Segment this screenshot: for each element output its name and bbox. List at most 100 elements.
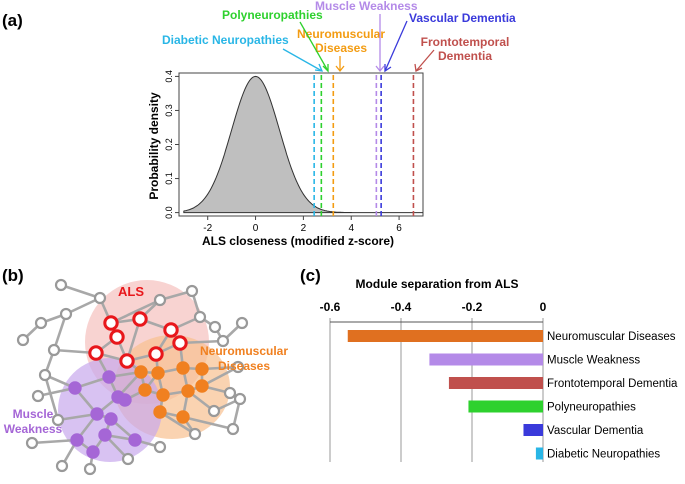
network-node xyxy=(121,452,135,466)
arrowhead-vascular-dementia xyxy=(384,64,392,73)
network-node xyxy=(233,392,247,406)
network-edge xyxy=(65,296,101,316)
label-neuromuscular-1: Neuromuscular xyxy=(297,27,385,41)
network-node-neuromuscular xyxy=(153,405,167,419)
network-node-als xyxy=(163,322,179,338)
category-label: Diabetic Neuropathies xyxy=(547,449,660,461)
network-node-muscle xyxy=(68,381,82,395)
bar-frontotemporal-dementia xyxy=(448,377,543,389)
network-node xyxy=(55,459,69,473)
label-polyneuropathies: Polyneuropathies xyxy=(222,8,323,22)
network-edge xyxy=(60,283,101,300)
arrow-polyneuropathies xyxy=(299,21,329,72)
category-label: Muscle Weakness xyxy=(547,355,640,367)
network-node-neuromuscular xyxy=(134,365,148,379)
network-edge xyxy=(110,298,161,325)
network-node xyxy=(54,278,68,292)
arrowhead-diabetic-neuropathies xyxy=(314,63,324,72)
network-label-muscle-1: Muscle xyxy=(13,407,54,421)
y-tick-label: 0.3 xyxy=(164,104,174,117)
panel-label-a: (a) xyxy=(2,11,23,30)
arrow-vascular-dementia xyxy=(384,20,408,72)
x-tick-label: 4 xyxy=(348,223,354,234)
label-muscle-weakness: Muscle Weakness xyxy=(315,0,418,13)
network-diagram: ALS Neuromuscular Diseases Muscle Weakne… xyxy=(4,278,288,476)
network-label-neuromuscular-1: Neuromuscular xyxy=(200,344,288,358)
bar-neuromuscular-diseases xyxy=(347,330,543,342)
network-node xyxy=(185,284,199,298)
network-node-neuromuscular xyxy=(195,379,209,393)
x-tick-label: -2 xyxy=(203,223,212,234)
label-frontotemporal-1: Frontotemporal xyxy=(421,35,510,49)
y-tick-label: 0.0 xyxy=(164,206,174,219)
category-label: Polyneuropathies xyxy=(547,402,636,414)
network-node xyxy=(25,436,39,450)
x-tick-label: -0.4 xyxy=(391,300,412,314)
network-node-als xyxy=(103,315,119,331)
network-node xyxy=(207,404,221,418)
network-node xyxy=(38,368,52,382)
label-neuromuscular-2: Diseases xyxy=(315,41,367,55)
network-node-muscle xyxy=(86,445,100,459)
network-node xyxy=(231,360,245,374)
arrow-diabetic-neuropathies xyxy=(282,48,323,72)
network-node xyxy=(188,427,202,441)
network-node-als xyxy=(88,345,104,361)
network-node xyxy=(34,316,48,330)
category-label: Frontotemporal Dementia xyxy=(547,378,678,390)
label-frontotemporal-2: Dementia xyxy=(438,49,492,63)
network-edge xyxy=(201,365,239,388)
arrowhead-neuromuscular xyxy=(335,65,345,73)
separation-chart: Module separation from ALS -0.6 -0.4 -0.2 0… xyxy=(320,277,678,462)
arrowhead-polyneuropathies xyxy=(322,64,329,73)
network-node-muscle xyxy=(70,433,84,447)
network-node xyxy=(226,422,240,436)
network-node xyxy=(208,320,222,334)
arrow-frontotemporal xyxy=(415,49,435,72)
network-node xyxy=(235,316,249,330)
network-node-muscle xyxy=(118,393,132,407)
x-axis-label: ALS closeness (modified z-score) xyxy=(202,234,394,248)
network-node xyxy=(83,462,97,476)
y-tick-label: 0.2 xyxy=(164,138,174,151)
network-node xyxy=(47,343,61,357)
network-node-muscle xyxy=(104,412,118,426)
x-tick-label: 0 xyxy=(253,223,259,234)
network-node-als xyxy=(119,353,135,369)
category-label: Neuromuscular Diseases xyxy=(547,331,676,343)
network-label-muscle-2: Weakness xyxy=(4,422,63,436)
panel-label-c: (c) xyxy=(300,266,321,285)
network-node-als xyxy=(132,311,148,327)
network-node-neuromuscular xyxy=(151,366,165,380)
chart-title: Module separation from ALS xyxy=(356,277,519,291)
network-node xyxy=(216,334,230,348)
y-tick-label: 0.1 xyxy=(164,172,174,185)
label-diabetic-neuropathies: Diabetic Neuropathies xyxy=(162,33,289,47)
arrowhead-frontotemporal xyxy=(414,63,423,72)
network-edge xyxy=(182,415,234,431)
network-label-als: ALS xyxy=(118,284,144,299)
bar-diabetic-neuropathies xyxy=(535,447,543,460)
network-node xyxy=(153,440,167,454)
category-label: Vascular Dementia xyxy=(547,425,644,437)
network-node-neuromuscular xyxy=(176,361,190,375)
network-label-neuromuscular-2: Diseases xyxy=(218,359,270,373)
network-node-muscle xyxy=(128,433,142,447)
network-node xyxy=(193,310,207,324)
y-axis-label: Probability density xyxy=(147,92,161,200)
network-node-muscle xyxy=(102,370,116,384)
x-tick-label: 2 xyxy=(301,223,307,234)
network-edge xyxy=(159,410,196,436)
network-node-als xyxy=(172,335,188,351)
x-tick-label: 0 xyxy=(540,300,547,314)
network-edge xyxy=(31,438,78,445)
marker-annotations: Diabetic Neuropathies Polyneuropathies N… xyxy=(162,0,516,73)
bar-vascular-dementia xyxy=(523,424,543,436)
panel-label-b: (b) xyxy=(2,266,24,285)
density-curve xyxy=(183,75,423,214)
network-node xyxy=(31,389,45,403)
density-plot: -2 0 2 4 6 0.0 0.1 0.2 0.3 0.4 ALS closeness (mo… xyxy=(147,70,424,248)
network-node-neuromuscular xyxy=(176,410,190,424)
x-tick-label: 6 xyxy=(396,223,402,234)
